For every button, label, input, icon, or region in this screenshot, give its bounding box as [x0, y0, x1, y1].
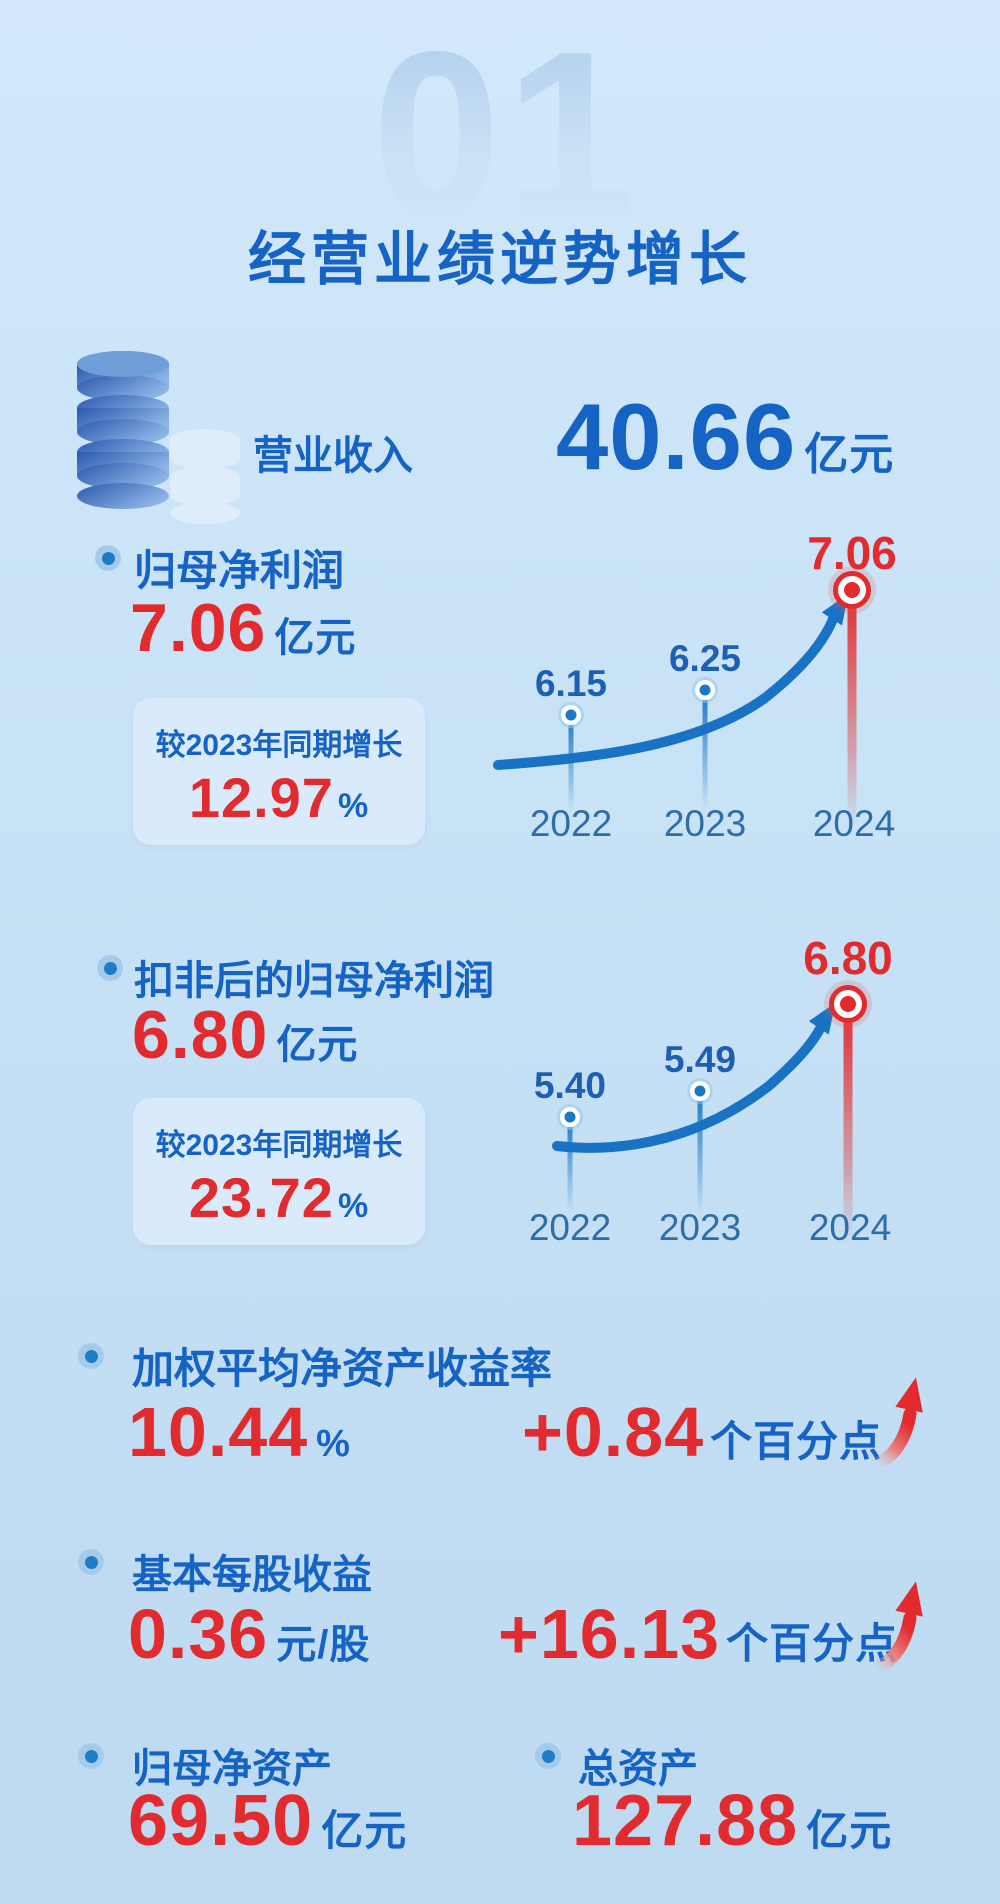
bullet-icon [95, 545, 121, 571]
bullet-icon [78, 1343, 104, 1369]
coin-stack-icon [77, 351, 240, 524]
growth-value: 12.97 [188, 766, 334, 829]
growth-unit: % [337, 1187, 370, 1225]
growth-caption: 较2023年同期增长 [155, 729, 403, 762]
roe-label: 加权平均净资产收益率 [132, 1345, 553, 1392]
bullet-icon [78, 1549, 104, 1575]
net-profit-unit: 亿元 [274, 616, 357, 660]
trend-arrow-curve [493, 614, 838, 770]
total-assets-unit: 亿元 [806, 1807, 893, 1854]
deducted-net-profit-growth-card: 较2023年同期增长 23.72 % [133, 1098, 425, 1245]
eps-unit: 元/股 [276, 1623, 371, 1667]
data-point-2022 [558, 702, 584, 728]
axis-label-2023: 2023 [659, 1207, 741, 1248]
growth-caption: 较2023年同期增长 [155, 1129, 403, 1162]
value-label-2022: 5.40 [534, 1065, 606, 1106]
value-label-2024: 7.06 [807, 527, 897, 579]
roe-unit: % [316, 1423, 351, 1465]
up-arrow-icon [869, 1581, 923, 1672]
data-point-2022 [557, 1104, 583, 1130]
value-label-2022: 6.15 [535, 663, 607, 704]
coin-stack-ghost [170, 429, 240, 524]
deducted-net-profit-chart: 5.40 5.49 6.80 2022 2023 2024 [529, 932, 893, 1248]
data-point-2023 [692, 677, 718, 703]
axis-label-2023: 2023 [664, 803, 746, 844]
net-profit-growth-card: 较2023年同期增长 12.97 % [133, 698, 425, 845]
stem-2022 [567, 1117, 573, 1212]
value-label-2023: 6.25 [669, 638, 741, 679]
axis-label-2022: 2022 [529, 1207, 611, 1248]
up-arrow-icon [869, 1377, 923, 1468]
stem-2024 [847, 590, 857, 825]
growth-value: 23.72 [188, 1166, 334, 1229]
revenue-unit: 亿元 [804, 430, 895, 479]
net-profit-chart: 6.15 6.25 7.06 2022 2023 2024 [493, 527, 897, 844]
axis-label-2022: 2022 [530, 803, 612, 844]
eps-label: 基本每股收益 [132, 1553, 372, 1597]
revenue-value: 40.66 [556, 384, 797, 489]
data-point-2024-highlight [824, 980, 872, 1028]
data-point-2024-highlight [828, 566, 876, 614]
roe-delta-unit: 个百分点 [710, 1418, 883, 1465]
axis-label-2024: 2024 [813, 803, 895, 844]
stem-2024 [843, 1004, 853, 1244]
net-profit-label: 归母净利润 [134, 547, 345, 594]
bullet-icon [78, 1743, 104, 1769]
data-point-2023 [687, 1078, 713, 1104]
trend-arrow-curve [552, 1022, 826, 1153]
net-profit-value: 7.06 [130, 590, 267, 666]
growth-unit: % [337, 787, 370, 825]
revenue-label: 营业收入 [253, 434, 413, 478]
net-assets-label: 归母净资产 [132, 1747, 332, 1791]
page-title: 经营业绩逆势增长 [247, 227, 752, 292]
axis-label-2024: 2024 [809, 1207, 891, 1248]
net-assets-value: 69.50 [128, 1781, 314, 1861]
deducted-net-profit-unit: 亿元 [276, 1023, 359, 1067]
roe-value: 10.44 [128, 1393, 309, 1471]
deducted-net-profit-value: 6.80 [132, 997, 269, 1073]
value-label-2024: 6.80 [803, 932, 893, 984]
stem-2023 [697, 1091, 703, 1216]
total-assets-value: 127.88 [572, 1781, 799, 1861]
net-assets-unit: 亿元 [321, 1807, 408, 1854]
bullet-icon [97, 955, 123, 981]
eps-value: 0.36 [128, 1595, 269, 1673]
total-assets-label: 总资产 [578, 1747, 698, 1791]
stem-2023 [702, 690, 708, 810]
eps-delta-unit: 个百分点 [726, 1620, 899, 1667]
trend-arrowhead-icon [808, 1002, 836, 1035]
section-number-watermark: 01 [285, 18, 725, 250]
roe-delta-value: +0.84 [522, 1393, 705, 1471]
eps-delta-value: +16.13 [498, 1595, 721, 1673]
value-label-2023: 5.49 [664, 1039, 736, 1080]
bullet-icon [535, 1743, 561, 1769]
deducted-net-profit-label: 扣非后的归母净利润 [134, 959, 494, 1003]
